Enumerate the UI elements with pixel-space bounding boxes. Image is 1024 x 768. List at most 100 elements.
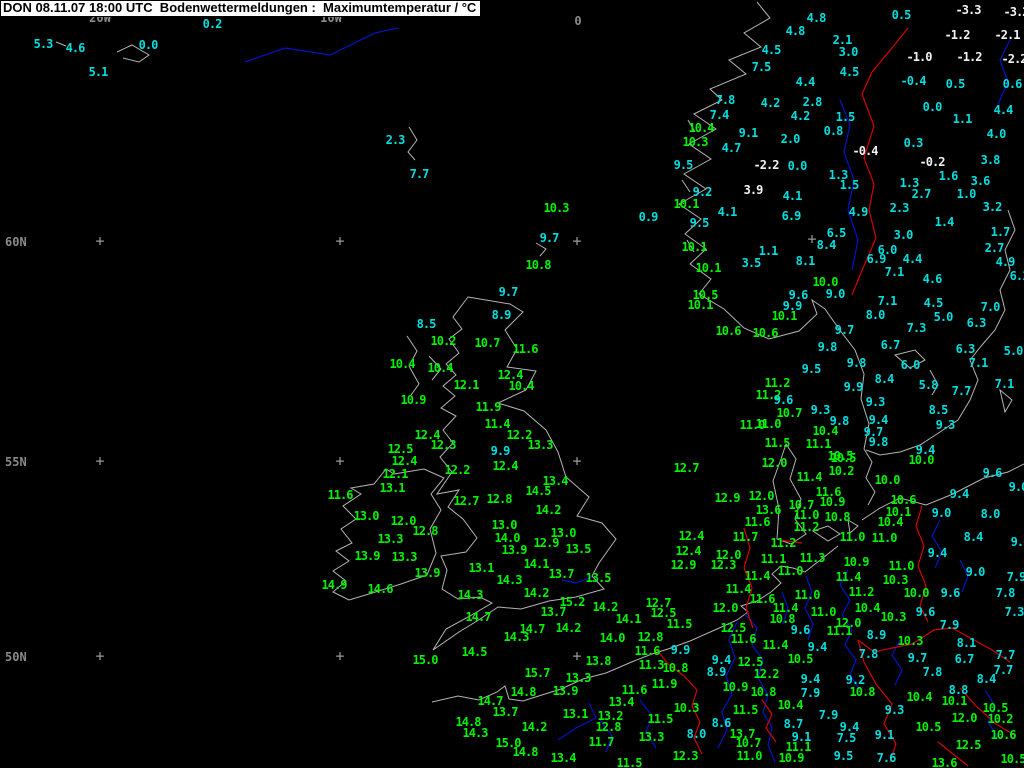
station-temp: 12.2 [444, 463, 471, 477]
station-temp: 13.9 [552, 684, 579, 698]
station-temp: 9.4 [839, 720, 860, 734]
station-temp: 9.7 [907, 651, 928, 665]
station-temp: 9.8 [817, 340, 838, 354]
station-temp: 9.7 [498, 285, 519, 299]
station-temp: 9.3 [865, 395, 886, 409]
station-temp: 7.5 [836, 731, 857, 745]
graticule-cross: + [335, 452, 345, 471]
station-temp: 10.5 [830, 451, 857, 465]
station-temp: 13.7 [492, 705, 519, 719]
station-temp: 9.5 [801, 362, 822, 376]
station-temp: 11.4 [835, 570, 862, 584]
station-temp: 10.0 [874, 473, 901, 487]
station-temp: 7.1 [968, 356, 989, 370]
lat-label: 50N [5, 650, 27, 664]
station-temp: 10.1 [681, 240, 708, 254]
station-temp: 6.1 [1009, 269, 1024, 283]
station-temp: 6.9 [866, 252, 887, 266]
lat-label: 55N [5, 455, 27, 469]
graticule-cross: + [572, 452, 582, 471]
station-temp: 12.5 [650, 606, 677, 620]
station-temp: 10.9 [722, 680, 749, 694]
station-temp: 14.3 [462, 726, 489, 740]
station-temp: 11.4 [484, 417, 511, 431]
station-temp: -2.2 [753, 158, 780, 172]
station-temp: 7.1 [877, 294, 898, 308]
station-temp: 11.4 [725, 582, 752, 596]
station-temp: 11.5 [616, 756, 643, 768]
station-temp: 12.1 [453, 378, 480, 392]
station-temp: 14.1 [523, 557, 550, 571]
station-temp: 9.0 [1010, 535, 1024, 549]
station-temp: 13.4 [542, 474, 569, 488]
station-temp: 10.4 [854, 601, 881, 615]
station-temp: 2.7 [984, 241, 1005, 255]
station-temp: 12.1 [382, 467, 409, 481]
station-temp: 7.1 [884, 265, 905, 279]
station-temp: 10.1 [885, 505, 912, 519]
station-temp: 11.4 [762, 638, 789, 652]
station-temp: 12.5 [955, 738, 982, 752]
station-temp: 12.9 [670, 558, 697, 572]
station-temp: 1.6 [938, 169, 959, 183]
station-temp: 9.6 [982, 466, 1003, 480]
station-temp: 9.0 [825, 287, 846, 301]
station-temp: 10.7 [474, 336, 501, 350]
station-temp: 11.6 [749, 592, 776, 606]
station-temp: 1.7 [990, 225, 1011, 239]
station-temp: 11.6 [815, 485, 842, 499]
station-temp: 10.4 [508, 379, 535, 393]
station-temp: 3.0 [838, 45, 859, 59]
station-temp: 13.5 [565, 542, 592, 556]
station-temp: 6.5 [826, 226, 847, 240]
station-temp: 7.9 [800, 686, 821, 700]
station-temp: 10.1 [771, 309, 798, 323]
station-temp: 2.0 [780, 132, 801, 146]
graticule-cross: + [807, 230, 817, 249]
station-temp: 1.3 [899, 176, 920, 190]
station-temp: 9.4 [927, 546, 948, 560]
station-temp: 13.7 [548, 567, 575, 581]
station-temp: 9.9 [490, 444, 511, 458]
station-temp: 9.9 [782, 299, 803, 313]
station-temp: 14.6 [367, 582, 394, 596]
station-temp: 7.9 [818, 708, 839, 722]
station-temp: 11.3 [799, 551, 826, 565]
station-temp: 7.4 [709, 108, 730, 122]
station-temp: 14.7 [519, 622, 546, 636]
station-temp: 12.0 [390, 514, 417, 528]
station-temp: 0.5 [891, 8, 912, 22]
station-temp: 12.2 [506, 428, 533, 442]
station-temp: 9.8 [868, 435, 889, 449]
station-temp: 11.4 [772, 601, 799, 615]
station-temp: 8.5 [416, 317, 437, 331]
station-temp: 11.6 [730, 632, 757, 646]
station-temp: 10.8 [525, 258, 552, 272]
station-temp: 8.5 [928, 403, 949, 417]
station-temp: 11.6 [744, 515, 771, 529]
station-temp: 13.9 [414, 566, 441, 580]
station-temp: 4.8 [806, 11, 827, 25]
station-temp: 9.6 [790, 623, 811, 637]
station-temp: 15.7 [524, 666, 551, 680]
station-temp: 10.5 [787, 652, 814, 666]
coastlines [55, 1, 1024, 703]
station-temp: 10.0 [903, 586, 930, 600]
station-temp: 10.1 [687, 298, 714, 312]
station-temp: 12.3 [710, 558, 737, 572]
station-temp: 9.8 [829, 414, 850, 428]
station-temp: 11.2 [764, 376, 791, 390]
station-temp: 11.0 [739, 418, 766, 432]
station-temp: 10.5 [827, 449, 854, 463]
station-temp: 13.1 [468, 561, 495, 575]
station-temp: 4.7 [721, 141, 742, 155]
map-title: DON 08.11.07 18:00 UTC Bodenwettermeldun… [0, 0, 482, 17]
station-temp: 13.7 [540, 605, 567, 619]
station-temp: 8.8 [948, 683, 969, 697]
station-temp: 4.5 [839, 65, 860, 79]
station-temp: 11.6 [512, 342, 539, 356]
station-temp: 11.2 [755, 388, 782, 402]
station-temp: 14.2 [555, 621, 582, 635]
station-temp: 13.3 [638, 730, 665, 744]
